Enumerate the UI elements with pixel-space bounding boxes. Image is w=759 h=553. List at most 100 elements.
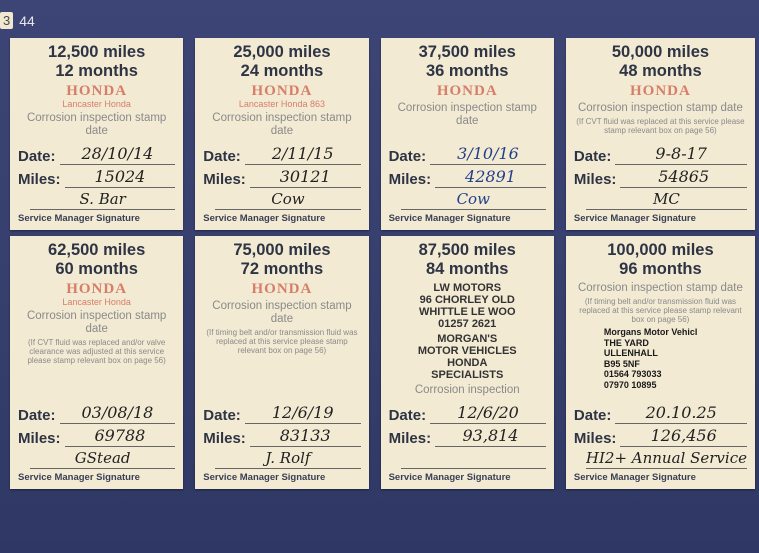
date-field: Date: 28/10/14 [18,144,176,165]
signature: S. Bar [30,190,176,210]
service-card: 62,500 miles 60 months HONDA Lancaster Hon… [10,236,184,489]
date-field: Date: 03/08/18 [18,403,176,424]
signature-label: Service Manager Signature [18,472,140,483]
date-label: Date: [388,407,427,424]
stamp-brand: HONDA [66,281,128,297]
stamp-brand: HONDA [251,83,313,99]
signature: Cow [400,190,546,210]
service-note: (If CVT fluid was replaced at this servi… [576,117,745,135]
service-cards-grid: 12,500 miles 12 months HONDA Lancaster Hon… [10,38,755,489]
service-card: 25,000 miles 24 months HONDA Lancaster Hon… [195,38,369,230]
signature: HI2+ Annual Service [585,449,747,469]
corrosion-inspection-label: Corrosion inspection stamp date (If timin… [574,282,747,324]
page-number-text: 44 [19,12,35,29]
date-value: 2/11/15 [244,144,361,165]
interval-months: 48 months [619,62,702,80]
signature-label: Service Manager Signature [388,213,511,224]
service-interval-title: 12,500 miles 12 months [18,43,175,81]
miles-label: Miles: [388,171,432,188]
date-field: Date: 20.10.25 [574,403,747,424]
date-value: 12/6/19 [244,403,361,424]
service-card: 100,000 miles 96 months Corrosion inspect… [565,236,755,489]
service-card: 75,000 miles 72 months HONDA Corrosion in… [195,236,369,489]
stamp-dealer: Lancaster Honda 863 [238,99,325,109]
date-field: Date: 12/6/19 [203,403,361,424]
date-value: 9-8-17 [615,144,747,165]
service-card: 37,500 miles 36 months HONDA Corrosion in… [380,38,554,230]
stamp-brand: HONDA [251,281,313,297]
morgans-dealer-stamp: MORGAN'S MOTOR VEHICLES HONDA SPECIALISTS [389,333,546,381]
corrosion-inspection-label: Corrosion inspection stamp date [18,112,175,138]
signature-label: Service Manager Signature [573,472,696,483]
miles-label: Miles: [203,430,246,447]
interval-months: 72 months [240,260,324,278]
stamp-line: LW MOTORS [433,282,502,294]
signature-label: Service Manager Signature [203,213,326,224]
corrosion-text: Corrosion inspection stamp date [577,282,743,294]
corrosion-inspection-label: Corrosion inspection stamp date (If CVT f… [18,310,175,365]
corrosion-inspection-label: Corrosion inspection stamp date [389,102,546,128]
stamp-line: 96 CHORLEY OLD [419,294,515,306]
stamp-brand: HONDA [66,83,128,99]
signature-label: Service Manager Signature [573,213,696,224]
miles-value: 83133 [249,426,361,447]
miles-value: 15024 [64,167,176,188]
miles-field: Miles: 42891 [389,167,546,188]
service-card: 87,500 miles 84 months LW MOTORS 96 CHORLE… [380,236,554,489]
miles-field: Miles: 54865 [574,167,747,188]
service-interval-title: 62,500 miles 60 months [18,241,175,279]
interval-months: 24 months [240,62,324,80]
interval-miles: 12,500 miles [48,43,146,61]
interval-miles: 62,500 miles [48,241,146,259]
miles-field: Miles: 93,814 [389,426,546,447]
signature-label: Service Manager Signature [203,472,326,483]
corrosion-inspection-label: Corrosion inspection stamp date [203,112,360,138]
stamp-line: HONDA [447,357,488,369]
miles-field: Miles: 69788 [18,426,176,447]
interval-months: 96 months [619,260,702,278]
service-note: (If CVT fluid was replaced and/or valve … [27,338,166,365]
miles-label: Miles: [18,171,61,188]
stamp-line: THE YARD [603,337,649,348]
corrosion-inspection-label: Corrosion inspection stamp date (If CVT f… [574,102,747,135]
interval-months: 36 months [425,62,509,80]
corrosion-inspection-label: Corrosion inspection [389,384,546,397]
service-interval-title: 75,000 miles 72 months [203,241,360,279]
signature-label: Service Manager Signature [388,472,511,483]
miles-value: 69788 [64,426,176,447]
date-label: Date: [18,407,56,424]
signature: MC [585,190,747,210]
interval-months: 84 months [425,260,509,278]
miles-label: Miles: [203,171,246,188]
miles-field: Miles: 83133 [203,426,361,447]
stamp-line: ULLENHALL [603,348,658,358]
whittle-dealer-stamp: LW MOTORS 96 CHORLEY OLD WHITTLE LE WOO 012… [389,282,546,330]
interval-miles: 75,000 miles [233,241,331,259]
stamp-line: 07970 10895 [603,379,657,390]
signature-label: Service Manager Signature [18,213,140,224]
date-value: 3/10/16 [430,144,546,165]
interval-months: 12 months [55,62,138,80]
dealer-stamp: HONDA Lancaster Honda [18,83,175,109]
prev-page-tab: 3 [0,12,14,29]
stamp-line: B95 5NF [603,358,640,369]
service-card: 50,000 miles 48 months HONDA Corrosion in… [565,38,755,230]
dealer-stamp: HONDA [203,281,360,297]
interval-miles: 37,500 miles [418,43,516,61]
date-field: Date: 2/11/15 [203,144,361,165]
stamp-line: MORGAN'S [437,333,498,345]
stamp-line: MOTOR VEHICLES [417,345,517,357]
stamp-line: Morgans Motor Vehicl [603,327,698,337]
dealer-stamp: HONDA Lancaster Honda [18,281,175,307]
date-label: Date: [203,148,241,165]
page-number: 3 44 [0,12,35,29]
corrosion-text: Corrosion inspection stamp date [26,112,167,137]
stamp-line: WHITTLE LE WOO [418,306,516,318]
date-field: Date: 9-8-17 [574,144,747,165]
service-interval-title: 50,000 miles 48 months [574,43,747,81]
interval-miles: 100,000 miles [607,241,714,259]
corrosion-text: Corrosion inspection stamp date [26,310,167,335]
signature: Cow [215,190,361,210]
morgans-address-stamp: Morgans Motor Vehicl THE YARD ULLENHALL B95… [574,327,747,390]
stamp-brand: HONDA [630,83,691,99]
